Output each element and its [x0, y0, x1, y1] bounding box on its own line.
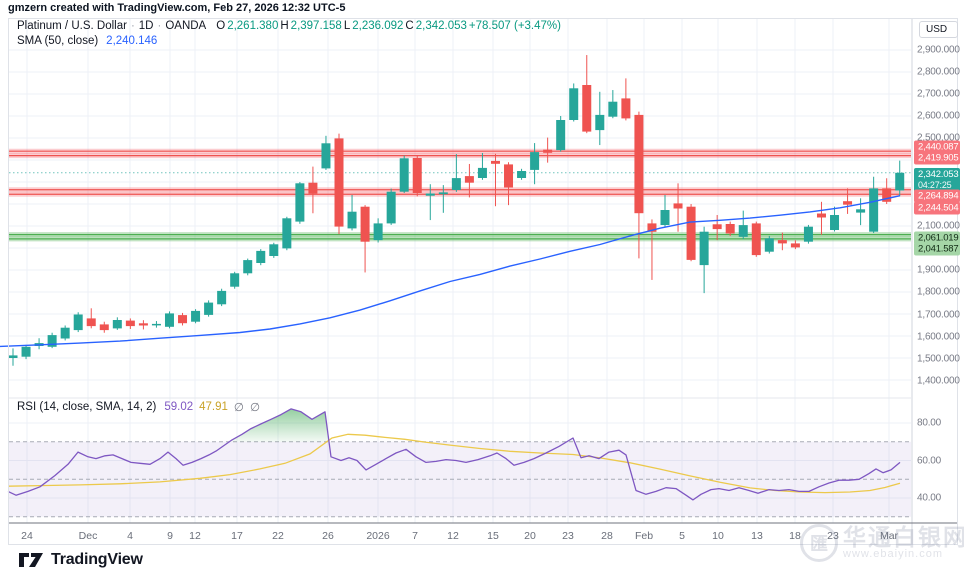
- rsi-null-icon: ∅: [233, 402, 244, 414]
- time-tick-label: Feb: [634, 530, 654, 542]
- open-value: 2,261.380: [227, 20, 279, 32]
- high-label: H: [280, 20, 289, 32]
- time-tick-label: 24: [21, 530, 33, 542]
- price-tick-label: 2,900.000: [917, 44, 960, 56]
- watermark-url: www.ebaiyin.com: [843, 548, 943, 561]
- price-tick-label: 1,900.000: [917, 264, 960, 276]
- exchange-label[interactable]: OANDA: [165, 20, 207, 32]
- sma-label[interactable]: SMA (50, close): [17, 35, 99, 47]
- sma-legend: SMA (50, close) 2,240.146: [17, 35, 157, 47]
- time-tick-label: 10: [712, 530, 724, 542]
- rsi-label[interactable]: RSI (14, close, SMA, 14, 2): [17, 401, 157, 413]
- time-tick-label: 26: [322, 530, 334, 542]
- time-tick-label: 18: [789, 530, 801, 542]
- price-tick-label: 60.00: [917, 455, 942, 467]
- tradingview-wordmark: TradingView: [51, 551, 143, 568]
- ohlc-values: O 2,261.380 H 2,397.158 L 2,236.092 C 2,…: [216, 20, 561, 32]
- sma-value: 2,240.146: [106, 35, 158, 47]
- price-tick-label: 2,100.000: [917, 220, 960, 232]
- level-price-badge: 2,419.905: [914, 151, 960, 165]
- symbol-legend: Platinum / U.S. Dollar · 1D · OANDA O 2,…: [17, 20, 561, 32]
- open-label: O: [216, 20, 226, 32]
- time-tick-label: 9: [167, 530, 173, 542]
- time-tick-label: 20: [524, 530, 536, 542]
- level-price-badge: 2,440.087: [914, 140, 960, 154]
- price-tick-label: 2,800.000: [917, 66, 960, 78]
- watermark-site-name: 华通白银网: [843, 524, 964, 551]
- countdown-timer: 04:27:25: [918, 180, 952, 190]
- price-tick-label: 2,500.000: [917, 132, 960, 144]
- price-tick-label: 40.00: [917, 492, 942, 504]
- legend-separator: ·: [130, 20, 135, 32]
- currency-button[interactable]: USD: [919, 21, 958, 38]
- high-value: 2,397.158: [290, 20, 342, 32]
- interval-label[interactable]: 1D: [138, 20, 154, 32]
- time-tick-label: Dec: [78, 530, 98, 542]
- time-tick-label: 2026: [366, 530, 390, 542]
- level-price-badge: 2,244.504: [914, 201, 960, 215]
- tradingview-logo-icon: [19, 553, 43, 567]
- time-tick-label: 7: [412, 530, 418, 542]
- close-value: 2,342.053: [415, 20, 467, 32]
- time-tick-label: 4: [127, 530, 133, 542]
- price-tick-label: 1,700.000: [917, 309, 960, 321]
- rsi-value: 59.02: [164, 401, 194, 413]
- level-price-badge: 2,264.894: [914, 189, 960, 203]
- time-tick-label: 17: [231, 530, 243, 542]
- price-tick-label: 80.00: [917, 417, 942, 429]
- price-tick-label: 1,800.000: [917, 286, 960, 298]
- legend-separator: ·: [157, 20, 162, 32]
- rsi-ma-value: 47.91: [199, 401, 228, 413]
- rsi-null-icon: ∅: [249, 402, 260, 414]
- tradingview-footer[interactable]: TradingView: [18, 548, 143, 572]
- rsi-legend: RSI (14, close, SMA, 14, 2) 59.02 47.91 …: [17, 400, 260, 414]
- time-tick-label: 13: [751, 530, 763, 542]
- close-label: C: [405, 20, 414, 32]
- time-tick-label: 22: [272, 530, 284, 542]
- price-tick-label: 1,400.000: [917, 375, 960, 387]
- site-watermark: 匯 华通白银网 www.ebaiyin.com: [800, 524, 964, 562]
- time-tick-label: 15: [487, 530, 499, 542]
- price-tick-label: 2,600.000: [917, 110, 960, 122]
- level-price-badge: 2,061.019: [914, 231, 960, 245]
- low-value: 2,236.092: [352, 20, 404, 32]
- level-price-badge: 2,041.587: [914, 242, 960, 256]
- change-value: +78.507 (+3.47%): [468, 20, 561, 32]
- time-tick-label: 28: [601, 530, 613, 542]
- time-tick-label: 5: [679, 530, 685, 542]
- low-label: L: [343, 20, 351, 32]
- time-tick-label: 12: [447, 530, 459, 542]
- time-tick-label: 23: [562, 530, 574, 542]
- attribution-text: gmzern created with TradingView.com, Feb…: [8, 2, 346, 14]
- price-tick-label: 1,600.000: [917, 331, 960, 343]
- time-tick-label: 12: [189, 530, 201, 542]
- price-tick-label: 2,700.000: [917, 88, 960, 100]
- time-tick-label: Mar: [879, 530, 899, 542]
- watermark-logo-icon: 匯: [800, 524, 838, 562]
- last-price-badge: 2,342.053 04:27:25: [914, 168, 960, 192]
- price-tick-label: 1,500.000: [917, 353, 960, 365]
- symbol-title[interactable]: Platinum / U.S. Dollar: [17, 20, 127, 32]
